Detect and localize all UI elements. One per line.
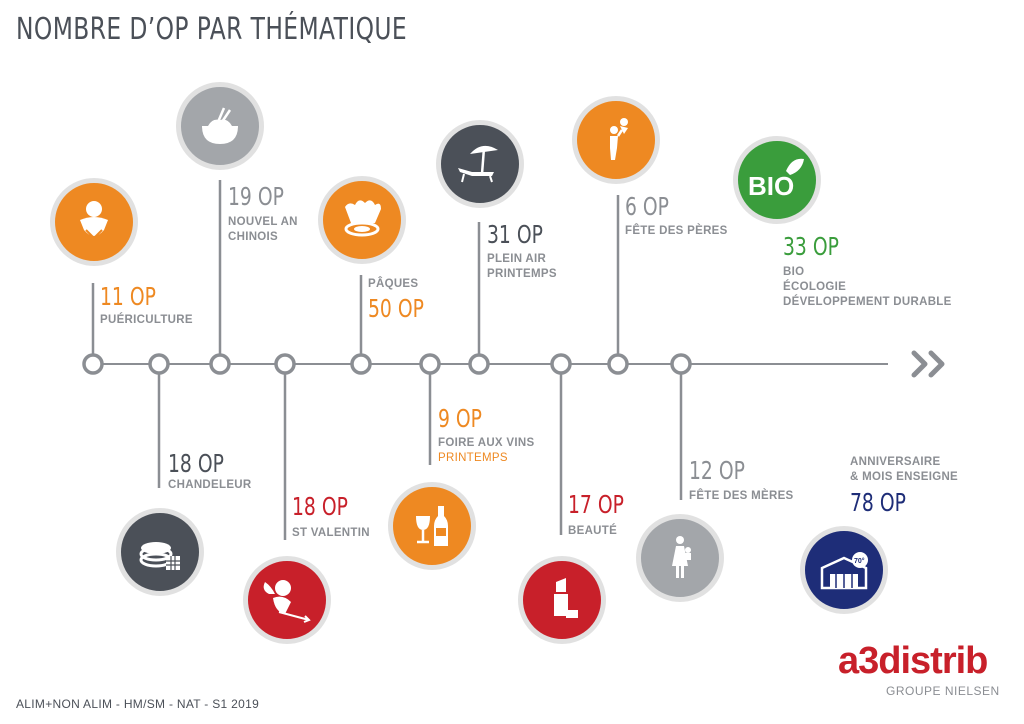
event-label: FÊTE DES PÈRES [625,225,728,237]
bio-leaf-icon: BIO [733,136,821,224]
event-count: 18 OP [292,492,348,521]
easter-bell-icon [318,176,406,264]
event-count: 11 OP [100,282,156,311]
svg-text:BIO: BIO [748,171,794,201]
event-count: 17 OP [568,490,624,519]
event-count: 19 OP [228,182,284,211]
event-label: PÂQUES [368,278,419,290]
timeline-nodes [82,353,692,375]
timeline-node [468,353,490,375]
event-count: 31 OP [487,220,543,249]
event-count: 12 OP [689,456,745,485]
chevron-right-icon [911,350,945,378]
timeline-node [82,353,104,375]
svg-text:70°: 70° [854,557,865,565]
timeline-node [209,353,231,375]
event-label: FÊTE DES MÈRES [689,490,794,502]
timeline-connectors [91,180,683,540]
event-count: 50 OP [368,294,424,323]
mother-child-icon [636,514,724,602]
store-anniversary-icon: 70° [800,526,888,614]
timeline-node [550,353,572,375]
event-count: 78 OP [850,488,906,517]
timeline-node [607,353,629,375]
event-label: PLEIN AIR PRINTEMPS [487,253,557,280]
event-label: ST VALENTIN [292,527,370,539]
lipstick-icon [518,556,606,644]
event-count: 33 OP [783,232,839,261]
timeline-node [148,353,170,375]
father-child-icon [572,96,660,184]
footer-note: ALIM+NON ALIM - HM/SM - NAT - S1 2019 [16,697,260,711]
event-label: ANNIVERSAIRE & MOIS ENSEIGNE [850,456,959,483]
timeline-node [670,353,692,375]
cupid-icon [243,556,331,644]
timeline-node [274,353,296,375]
event-label: FOIRE AUX VINS PRINTEMPS [438,437,535,464]
wine-icon [388,482,476,570]
event-label: BIO ÉCOLOGIE DÉVELOPPEMENT DURABLE [783,266,952,308]
baby-icon [50,178,138,266]
event-count: 6 OP [625,192,669,221]
event-label: CHANDELEUR [168,479,252,491]
brand-logo: a3distrib [838,640,988,682]
event-label: BEAUTÉ [568,525,618,537]
event-count: 9 OP [438,404,482,433]
event-label: PUÉRICULTURE [100,314,193,326]
page-title: NOMBRE D’OP PAR THÉMATIQUE [16,12,408,47]
beach-umbrella-icon [436,120,524,208]
timeline-node [419,353,441,375]
rice-bowl-icon [176,82,264,170]
event-label: NOUVEL AN CHINOIS [228,216,298,243]
timeline-node [350,353,372,375]
event-count: 18 OP [168,449,224,478]
brand-subtitle: GROUPE NIELSEN [886,684,1000,698]
crepes-icon [116,508,204,596]
